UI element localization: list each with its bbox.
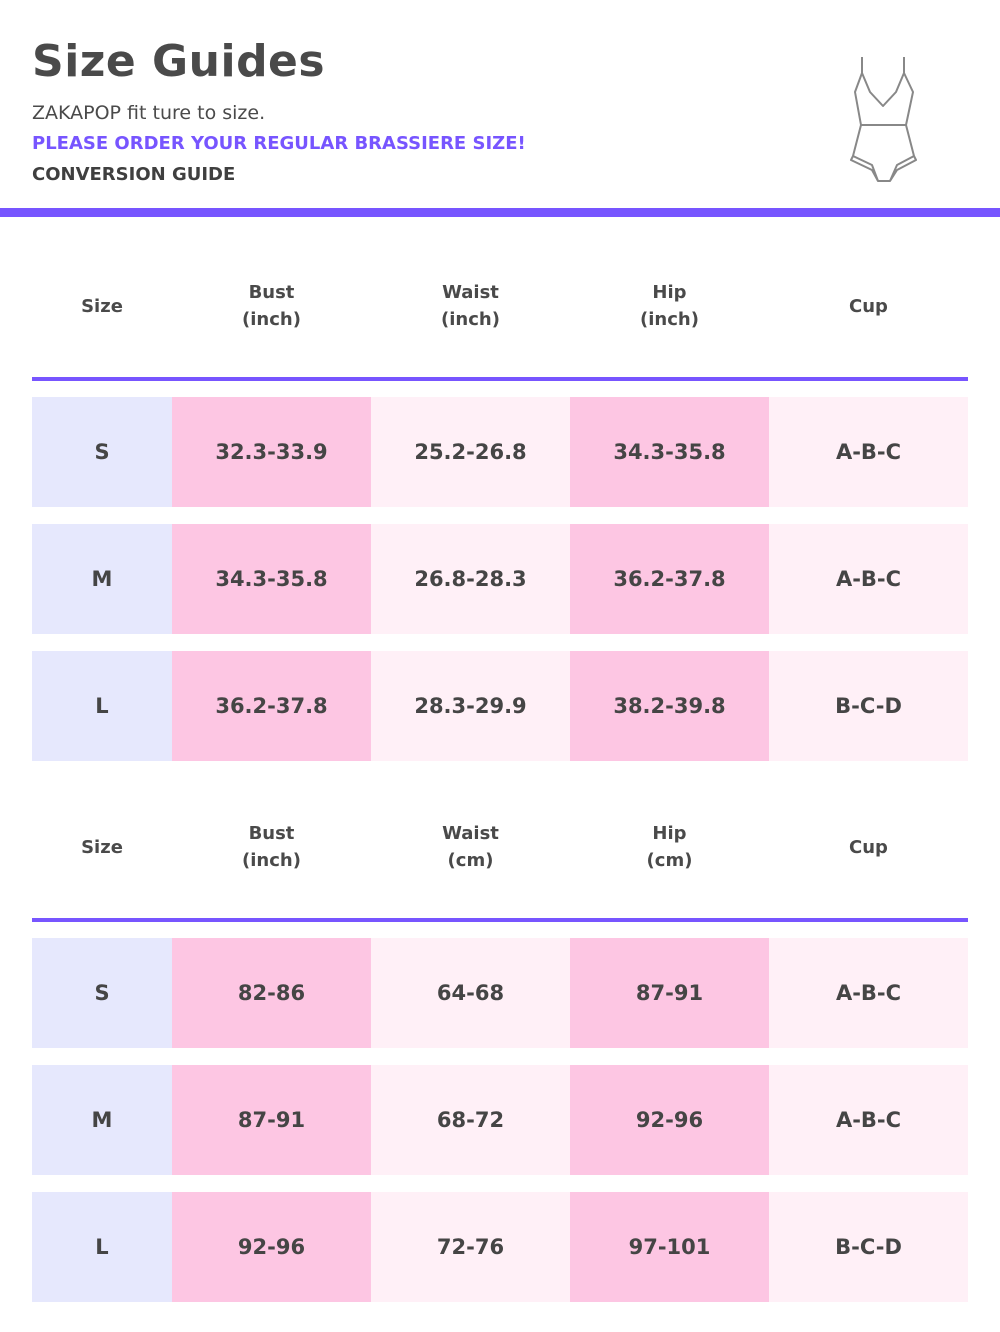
- table-cell: L: [32, 651, 172, 761]
- column-header: Waist (inch): [441, 282, 500, 330]
- column-header: Size: [81, 295, 123, 317]
- column-header: Cup: [849, 295, 888, 317]
- table-cell: 92-96: [172, 1192, 371, 1302]
- table-cell: A-B-C: [769, 397, 968, 507]
- table-row: L 92-96 72-76 97-101 B-C-D: [32, 1192, 968, 1302]
- table-cell: 87-91: [570, 938, 769, 1048]
- table-row: M 87-91 68-72 92-96 A-B-C: [32, 1065, 968, 1175]
- column-header: Cup: [849, 836, 888, 858]
- table-row: S 32.3-33.9 25.2-26.8 34.3-35.8 A-B-C: [32, 397, 968, 507]
- table-cell: S: [32, 938, 172, 1048]
- table-cell: M: [32, 524, 172, 634]
- table-row: M 34.3-35.8 26.8-28.3 36.2-37.8 A-B-C: [32, 524, 968, 634]
- table-cell: 32.3-33.9: [172, 397, 371, 507]
- table-cell: L: [32, 1192, 172, 1302]
- column-header: Bust (inch): [242, 282, 301, 330]
- table-cell: 36.2-37.8: [570, 524, 769, 634]
- table-cell: A-B-C: [769, 524, 968, 634]
- table-cell: A-B-C: [769, 1065, 968, 1175]
- column-header: Size: [81, 836, 123, 858]
- table-row: S 82-86 64-68 87-91 A-B-C: [32, 938, 968, 1048]
- table-cell: 87-91: [172, 1065, 371, 1175]
- table-cell: B-C-D: [769, 651, 968, 761]
- table-cell: 68-72: [371, 1065, 570, 1175]
- table-header: Size Bust (inch) Waist (inch) Hip (inch) Cup: [32, 246, 968, 366]
- table-cell: 26.8-28.3: [371, 524, 570, 634]
- table-cell: 72-76: [371, 1192, 570, 1302]
- table-cell: 64-68: [371, 938, 570, 1048]
- header-divider: [0, 208, 1000, 217]
- table-cell: 25.2-26.8: [371, 397, 570, 507]
- table-header: Size Bust (inch) Waist (cm) Hip (cm) Cup: [32, 787, 968, 907]
- column-header: Waist (cm): [442, 823, 499, 871]
- column-header: Bust (inch): [242, 823, 301, 871]
- table-row: L 36.2-37.8 28.3-29.9 38.2-39.8 B-C-D: [32, 651, 968, 761]
- table-cell: 92-96: [570, 1065, 769, 1175]
- table-cell: 34.3-35.8: [172, 524, 371, 634]
- page-title: Size Guides: [32, 36, 326, 87]
- table-cell: A-B-C: [769, 938, 968, 1048]
- table-cell: 38.2-39.8: [570, 651, 769, 761]
- header-divider: [32, 377, 968, 381]
- section-label: CONVERSION GUIDE: [32, 164, 236, 185]
- table-cell: B-C-D: [769, 1192, 968, 1302]
- table-cell: 36.2-37.8: [172, 651, 371, 761]
- swimsuit-icon: [850, 57, 917, 182]
- order-notice: PLEASE ORDER YOUR REGULAR BRASSIERE SIZE…: [32, 133, 526, 154]
- table-cell: 28.3-29.9: [371, 651, 570, 761]
- table-cell: 82-86: [172, 938, 371, 1048]
- table-cell: 34.3-35.8: [570, 397, 769, 507]
- header-divider: [32, 918, 968, 922]
- table-cell: 97-101: [570, 1192, 769, 1302]
- column-header: Hip (inch): [640, 282, 699, 330]
- table-cell: S: [32, 397, 172, 507]
- subtitle: ZAKAPOP fit ture to size.: [32, 102, 266, 124]
- table-cell: M: [32, 1065, 172, 1175]
- column-header: Hip (cm): [646, 823, 693, 871]
